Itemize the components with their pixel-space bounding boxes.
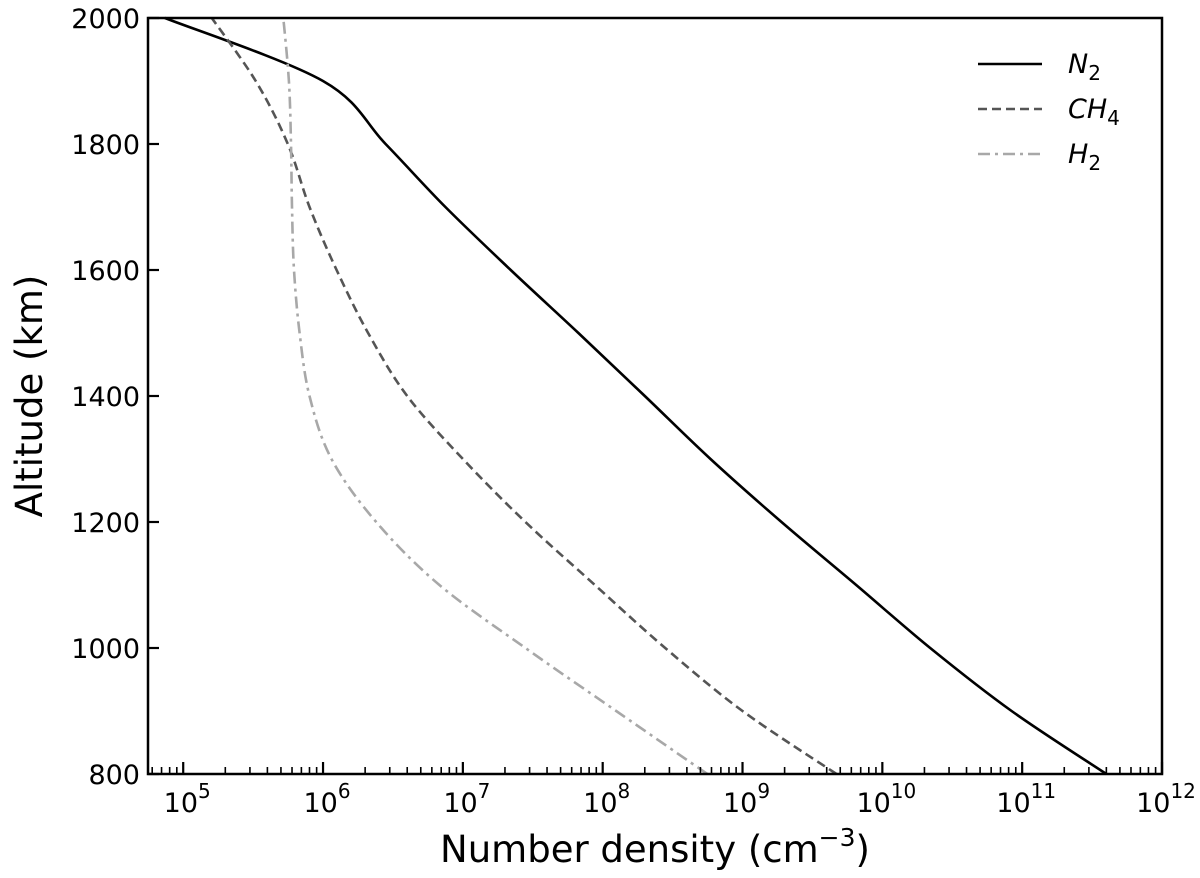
x-tick-label: 108 bbox=[583, 779, 630, 819]
y-tick-label: 1800 bbox=[71, 130, 140, 161]
ticks-layer bbox=[148, 16, 1164, 776]
y-tick-label: 2000 bbox=[71, 4, 140, 35]
series-line-h2 bbox=[282, 17, 709, 776]
y-tick-label: 800 bbox=[88, 760, 140, 791]
legend-label-h2: H2 bbox=[1068, 139, 1101, 175]
y-tick-label: 1200 bbox=[71, 508, 140, 539]
x-tick-label: 107 bbox=[443, 779, 490, 819]
x-tick-label: 1010 bbox=[856, 779, 916, 819]
tick-labels-layer: 800 1000 1200 1400 1600 1800 2000 105 106 107 108 1… bbox=[71, 4, 1196, 819]
series-line-ch4 bbox=[210, 17, 838, 776]
y-tick-label: 1000 bbox=[71, 634, 140, 665]
y-tick-label: 1400 bbox=[71, 382, 140, 413]
x-axis-title: Number density (cm−3) bbox=[440, 823, 870, 871]
x-tick-label: 106 bbox=[303, 779, 350, 819]
plot-frame bbox=[146, 16, 1164, 776]
series-line-n2 bbox=[164, 16, 1108, 776]
x-tick-label: 109 bbox=[723, 779, 770, 819]
x-tick-label: 105 bbox=[164, 779, 211, 819]
legend: N2 CH4 H2 bbox=[978, 49, 1120, 175]
legend-label-n2: N2 bbox=[1068, 49, 1101, 85]
y-tick-label: 1600 bbox=[71, 256, 140, 287]
x-axis-title-exponent: −3 bbox=[819, 823, 856, 852]
legend-label-ch4: CH4 bbox=[1068, 94, 1120, 130]
series-layer bbox=[164, 16, 1108, 776]
x-tick-label: 1011 bbox=[996, 779, 1056, 819]
y-axis-title: Altitude (km) bbox=[8, 275, 51, 518]
x-tick-label: 1012 bbox=[1136, 779, 1196, 819]
